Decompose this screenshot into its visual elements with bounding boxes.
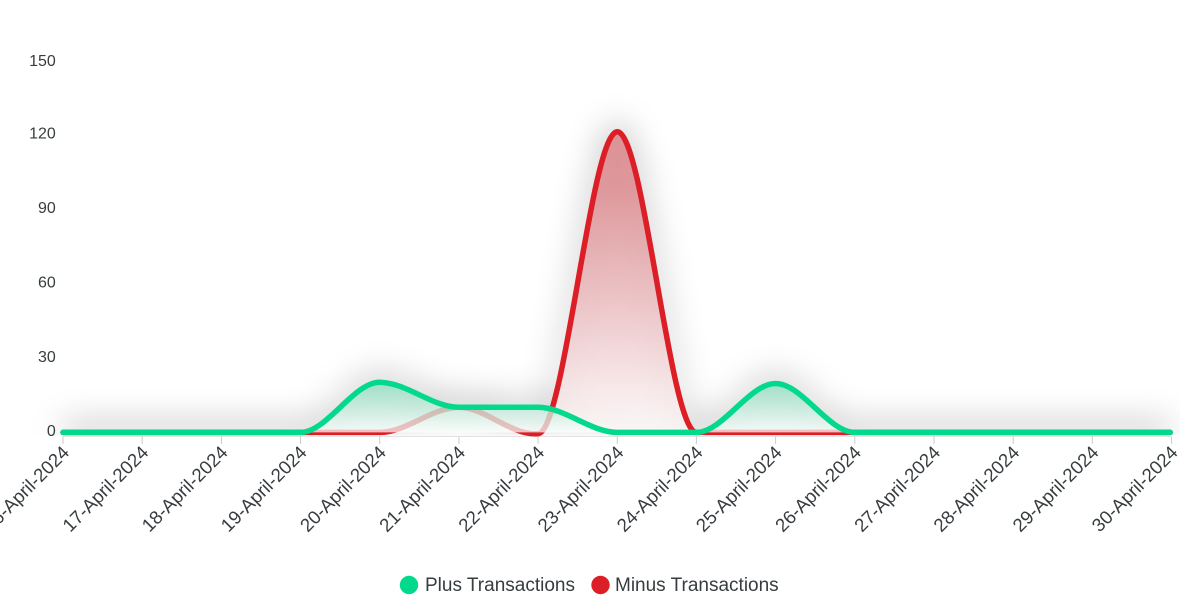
svg-text:60: 60 xyxy=(38,274,56,291)
svg-text:120: 120 xyxy=(29,126,56,143)
svg-text:0: 0 xyxy=(47,423,56,440)
svg-text:Plus Transactions: Plus Transactions xyxy=(425,575,575,596)
svg-text:Minus Transactions: Minus Transactions xyxy=(615,575,779,596)
svg-text:90: 90 xyxy=(38,200,56,217)
svg-text:150: 150 xyxy=(29,53,56,70)
svg-text:30: 30 xyxy=(38,349,56,366)
